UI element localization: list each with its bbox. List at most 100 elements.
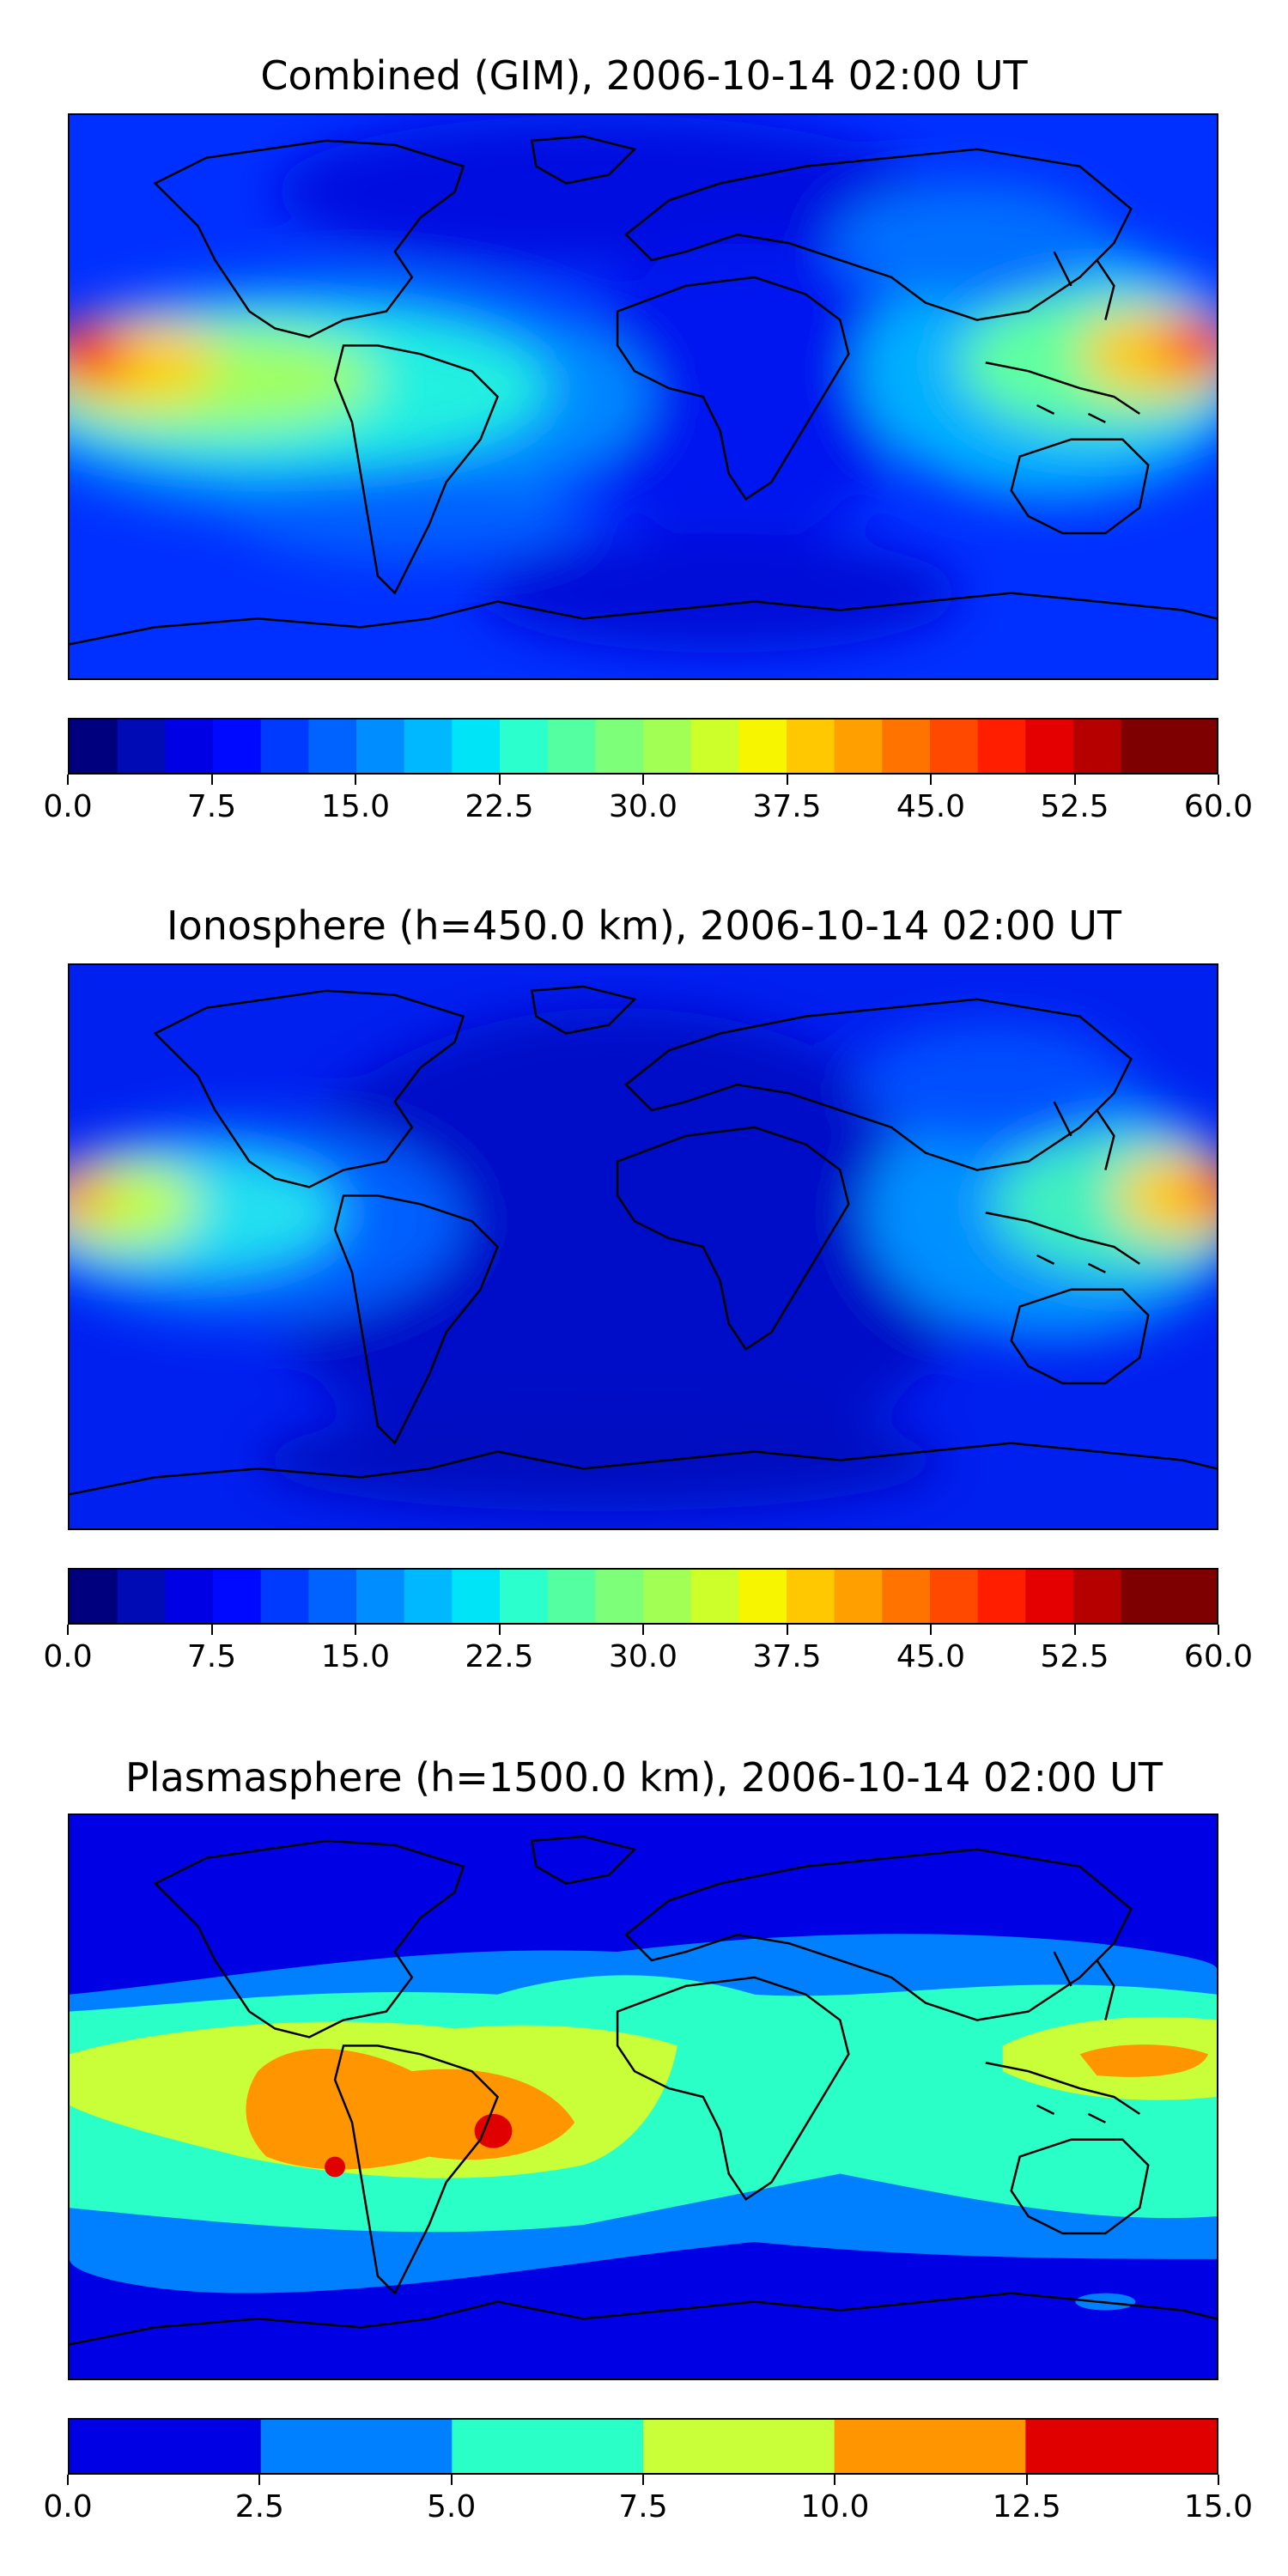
colorbar-tick-label: 45.0: [896, 1639, 966, 1674]
colorbar-swatch: [787, 1570, 835, 1623]
colorbar-swatch: [595, 1570, 644, 1623]
map-combined: [68, 113, 1218, 680]
colorbar-swatch: [834, 2420, 1026, 2473]
colorbar-tick-label: 15.0: [320, 789, 391, 824]
colorbar-tick-label: 30.0: [608, 1639, 678, 1674]
colorbar-tick: [786, 775, 788, 785]
colorbar-swatch: [500, 1570, 549, 1623]
colorbar-swatch: [260, 2420, 453, 2473]
colorbar-tick: [498, 1625, 501, 1635]
colorbar-swatch: [643, 2420, 835, 2473]
colorbar-ticks-combined: 0.0 7.5 15.0 22.5 30.0 37.5 45.0 52.5 60.0: [43, 775, 1253, 826]
colorbar-tick: [355, 775, 356, 785]
colorbar-tick-label: 22.5: [465, 789, 534, 824]
colorbar-swatch: [260, 1570, 309, 1623]
colorbar-tick: [210, 1625, 213, 1635]
colorbar-swatch: [117, 1570, 166, 1623]
colorbar-tick-label: 0.0: [43, 2489, 93, 2524]
colorbar-tick-label: 12.5: [992, 2489, 1061, 2524]
colorbar-tick: [450, 2475, 453, 2485]
colorbar-tick: [1218, 2475, 1219, 2485]
colorbar-tick-label: 5.0: [427, 2489, 477, 2524]
colorbar-tick-label: 15.0: [320, 1639, 391, 1674]
colorbar-tick: [67, 775, 69, 785]
colorbar-swatch: [1169, 1570, 1217, 1623]
colorbar-plasmasphere: [68, 2418, 1218, 2475]
colorbar-tick: [498, 775, 501, 785]
colorbar-tick-label: 2.5: [234, 2489, 284, 2524]
colorbar-swatch: [1025, 1570, 1074, 1623]
colorbar-tick: [210, 775, 213, 785]
colorbar-swatch: [738, 1570, 787, 1623]
colorbar-tick-label: 45.0: [896, 789, 966, 824]
colorbar-swatch: [308, 720, 357, 773]
colorbar-tick-label: 22.5: [465, 1639, 534, 1674]
colorbar-swatch: [690, 1570, 739, 1623]
colorbar-tick-label: 15.0: [1183, 2489, 1254, 2524]
colorbar-swatch: [643, 1570, 692, 1623]
colorbar-tick: [67, 2475, 69, 2485]
colorbar-swatch: [930, 720, 979, 773]
colorbar-tick-label: 52.5: [1040, 1639, 1109, 1674]
colorbar-tick-label: 7.5: [186, 1639, 237, 1674]
colorbar-swatch: [787, 720, 835, 773]
colorbar-tick: [67, 1625, 69, 1635]
colorbar-swatch: [834, 1570, 883, 1623]
colorbar-tick: [1218, 775, 1219, 785]
colorbar-ticks-plasmasphere: 0.0 2.5 5.0 7.5 10.0 12.5 15.0: [43, 2475, 1253, 2526]
colorbar-swatch: [70, 1570, 118, 1623]
colorbar-swatch: [117, 720, 166, 773]
colorbar-tick-label: 7.5: [618, 2489, 668, 2524]
colorbar-swatch: [356, 1570, 405, 1623]
colorbar-tick: [1218, 1625, 1219, 1635]
colorbar-tick: [1025, 2475, 1028, 2485]
colorbar-swatch: [1121, 720, 1170, 773]
map-plasmasphere: [68, 1814, 1218, 2380]
colorbar-tick: [1073, 1625, 1076, 1635]
colorbar-tick-label: 37.5: [752, 789, 822, 824]
map-title: Plasmasphere (h=1500.0 km), 2006-10-14 0…: [125, 1754, 1163, 1801]
colorbar-swatch: [260, 720, 309, 773]
colorbar-swatch: [1073, 720, 1122, 773]
colorbar-swatch: [977, 720, 1026, 773]
colorbar-tick: [834, 2475, 836, 2485]
colorbar-ionosphere: [68, 1568, 1218, 1625]
colorbar-tick: [258, 2475, 261, 2485]
colorbar-swatch: [452, 2420, 644, 2473]
colorbar-swatch: [977, 1570, 1026, 1623]
colorbar-swatch: [882, 720, 931, 773]
colorbar-tick: [642, 775, 644, 785]
colorbar-tick: [930, 1625, 932, 1635]
colorbar-tick: [1073, 775, 1076, 785]
colorbar-swatch: [165, 1570, 214, 1623]
coastlines: [70, 1835, 1217, 2346]
colorbar-swatch: [690, 720, 739, 773]
colorbar-tick-label: 60.0: [1183, 1639, 1254, 1674]
colorbar-swatch: [547, 1570, 596, 1623]
colorbar-tick: [930, 775, 932, 785]
colorbar-swatch: [1025, 720, 1074, 773]
colorbar-swatch: [213, 1570, 262, 1623]
colorbar-swatch: [452, 1570, 501, 1623]
colorbar-swatch: [165, 720, 214, 773]
colorbar-tick-label: 10.0: [800, 2489, 870, 2524]
colorbar-ticks-ionosphere: 0.0 7.5 15.0 22.5 30.0 37.5 45.0 52.5 60.0: [43, 1625, 1253, 1676]
colorbar-tick-label: 52.5: [1040, 789, 1109, 824]
colorbar-tick-label: 0.0: [43, 1639, 93, 1674]
colorbar-swatch: [70, 720, 118, 773]
map-title: Combined (GIM), 2006-10-14 02:00 UT: [260, 52, 1028, 99]
colorbar-swatch: [1121, 1570, 1170, 1623]
colorbar-tick: [642, 2475, 644, 2485]
colorbar-swatch: [1025, 2420, 1217, 2473]
colorbar-swatch: [404, 720, 453, 773]
colorbar-swatch: [738, 720, 787, 773]
colorbar-swatch: [1073, 1570, 1122, 1623]
colorbar-swatch: [404, 1570, 453, 1623]
colorbar-tick-label: 60.0: [1183, 789, 1254, 824]
map-ionosphere: [68, 963, 1218, 1530]
colorbar-swatch: [882, 1570, 931, 1623]
colorbar-swatch: [547, 720, 596, 773]
coastlines: [70, 985, 1217, 1496]
colorbar-swatch: [643, 720, 692, 773]
colorbar-tick: [786, 1625, 788, 1635]
